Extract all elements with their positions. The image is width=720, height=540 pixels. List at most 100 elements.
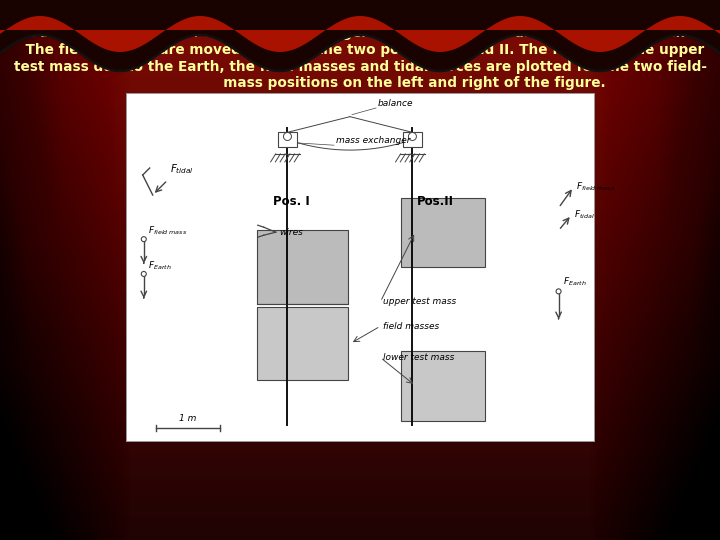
Bar [0,435,720,437]
Text: balance: balance [378,99,413,108]
Bar [0,46,720,49]
Bar [0,0,48,540]
Bar [0,310,720,313]
Bar [0,176,720,178]
Bar [605,0,720,540]
Bar [0,338,720,340]
Bar [0,43,720,46]
Bar [257,231,348,303]
Bar [0,500,720,502]
Bar [0,0,58,540]
Bar [0,505,720,508]
Bar [0,78,720,81]
Bar [0,49,720,51]
Circle shape [556,289,561,294]
Bar [0,0,122,540]
Bar [0,378,720,381]
Bar [0,124,720,127]
Bar [637,0,720,540]
Bar [0,105,720,108]
Text: the balance by means of the “mass exchanger” and their weight difference is dete: the balance by means of the “mass exchan… [10,26,710,40]
Bar [0,375,720,378]
Bar [0,537,720,540]
Bar [0,22,720,24]
Bar [0,329,720,332]
Bar [670,0,720,540]
Bar [0,8,720,11]
Bar [0,464,720,467]
Bar [0,173,720,176]
Bar [0,0,127,540]
Bar [0,108,720,111]
Bar [0,356,720,359]
Bar [0,405,720,408]
Bar [0,216,720,219]
Bar [0,248,720,251]
Bar [0,259,720,262]
Bar [0,0,110,540]
Bar [0,427,720,429]
Bar [0,535,720,537]
Bar [0,127,720,130]
Bar [675,0,720,540]
Bar [603,0,720,540]
Bar [0,472,720,475]
Bar [0,65,720,68]
Bar [0,440,720,443]
Bar [0,410,720,413]
Text: mass exchanger: mass exchanger [336,136,410,145]
Bar [0,383,720,386]
Bar [0,335,720,338]
Text: Pos.II: Pos.II [417,195,454,208]
Bar [0,0,125,540]
Bar [0,246,720,248]
Bar [0,300,720,302]
Text: field masses: field masses [384,322,440,330]
Bar [678,0,720,540]
Bar [0,116,720,119]
Bar [0,332,720,335]
Bar [0,489,720,491]
Text: $F_{Earth}$: $F_{Earth}$ [148,259,171,272]
Bar [0,319,720,321]
Bar [0,308,720,310]
Bar [0,40,720,43]
Bar [0,0,68,540]
Bar [401,198,485,267]
Bar [0,462,720,464]
Bar [0,68,720,70]
Bar [0,202,720,205]
Bar [0,381,720,383]
Bar [0,402,720,405]
Bar [0,19,720,22]
Bar [0,0,42,540]
Bar [655,0,720,540]
Text: test mass due to the Earth, the field masses and tidal forces are plotted for th: test mass due to the Earth, the field ma… [14,59,706,73]
Bar [0,446,720,448]
Bar [0,302,720,305]
Bar [620,0,720,540]
Bar [615,0,720,540]
Bar [0,529,720,532]
Bar [588,0,720,540]
Bar [0,0,143,540]
Bar [0,400,720,402]
Bar [0,57,720,59]
Bar [0,157,720,159]
Bar [0,100,720,103]
Bar [0,0,95,540]
Bar [632,0,720,540]
Bar [0,89,720,92]
Text: $F_{Earth}$: $F_{Earth}$ [562,275,586,288]
Bar [718,0,720,540]
Bar [0,397,720,400]
Bar [0,251,720,254]
Bar [0,502,720,505]
Bar [0,243,720,246]
Bar [0,76,720,78]
Text: $F_{tidal}$: $F_{tidal}$ [170,162,194,176]
Bar [0,0,40,540]
Bar [0,0,15,540]
Bar [0,0,112,540]
Bar [667,0,720,540]
